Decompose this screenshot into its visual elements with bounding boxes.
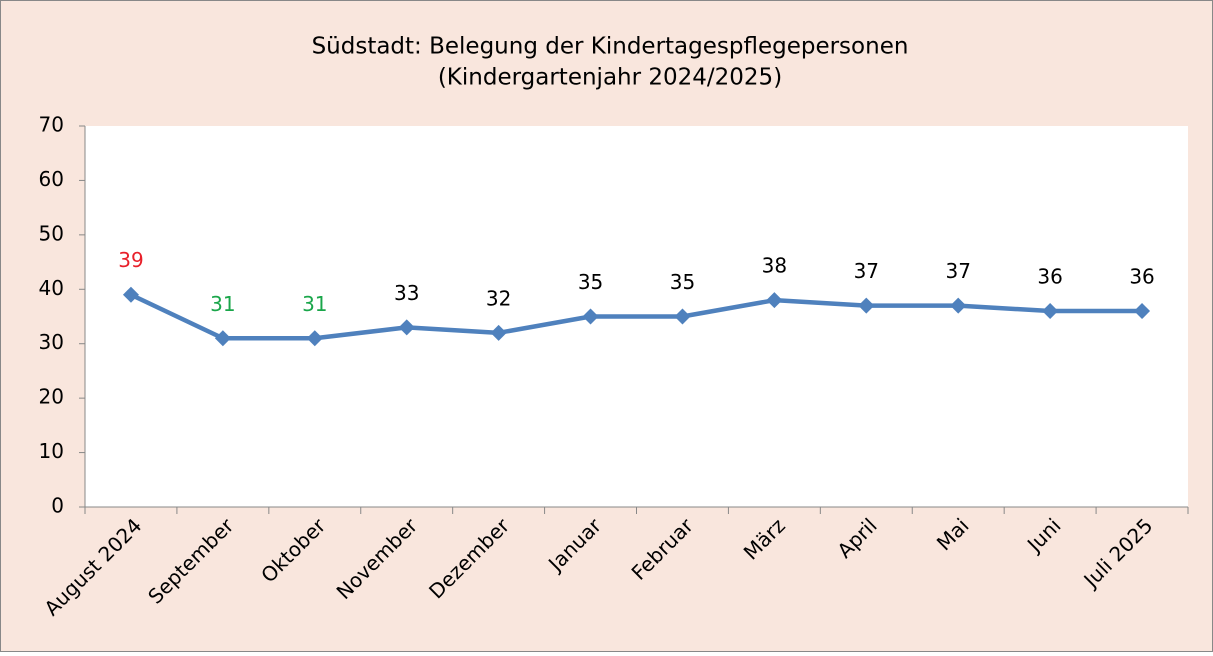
chart-title: Südstadt: Belegung der Kindertagespflege… (312, 34, 909, 60)
y-tick-label: 50 (39, 221, 64, 245)
data-point (1134, 303, 1151, 320)
chart-subtitle: (Kindergartenjahr 2024/2025) (438, 65, 782, 91)
y-tick-label: 10 (39, 439, 64, 463)
data-point (674, 308, 691, 325)
data-line (129, 292, 1143, 341)
data-point (858, 297, 875, 314)
data-label: 35 (670, 270, 695, 294)
data-point (766, 292, 783, 309)
data-point (306, 330, 323, 347)
data-label: 38 (762, 254, 787, 278)
y-tick-label: 30 (39, 330, 64, 354)
y-tick-label: 70 (39, 113, 64, 137)
data-label: 35 (578, 270, 603, 294)
data-label: 37 (854, 259, 879, 283)
data-label: 37 (945, 259, 970, 283)
data-label: 36 (1037, 265, 1062, 289)
y-tick-label: 60 (39, 167, 64, 191)
data-point (398, 319, 415, 336)
data-label: 31 (210, 292, 235, 316)
y-tick-label: 20 (39, 385, 64, 409)
data-point (950, 297, 967, 314)
y-tick-label: 0 (51, 494, 64, 518)
data-point (214, 330, 231, 347)
data-label: 33 (394, 281, 419, 305)
data-label: 39 (118, 248, 143, 272)
data-point (490, 324, 507, 341)
data-point (582, 308, 599, 325)
data-label: 32 (486, 286, 511, 310)
data-point (1042, 303, 1059, 320)
y-tick-label: 40 (39, 276, 64, 300)
data-label: 36 (1129, 265, 1154, 289)
data-point (122, 286, 139, 303)
data-label: 31 (302, 292, 327, 316)
